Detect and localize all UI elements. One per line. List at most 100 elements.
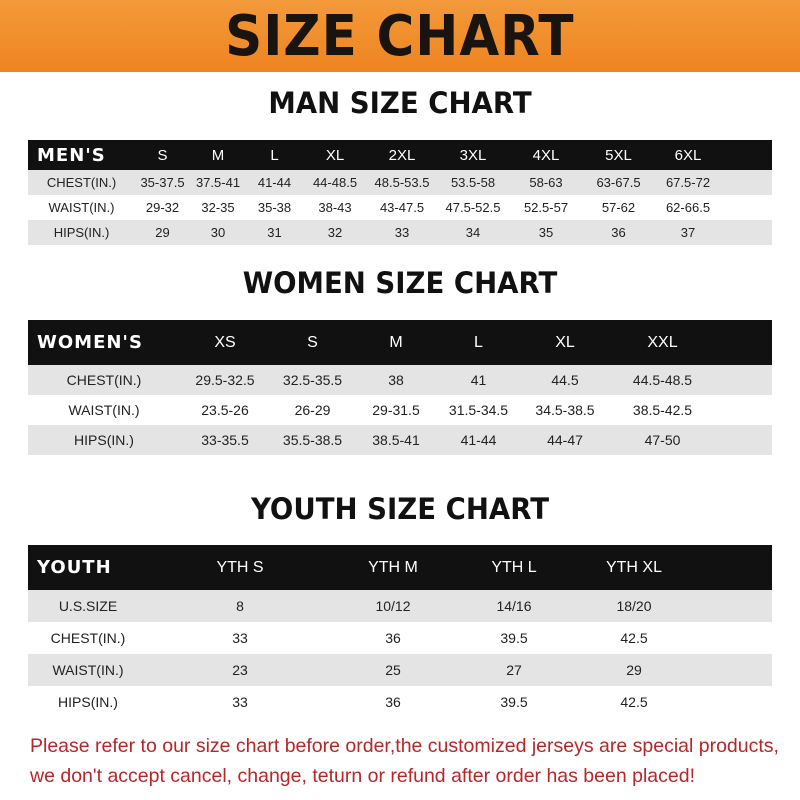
row-label: HIPS(IN.) xyxy=(53,225,110,240)
measurement-cell: 42.5 xyxy=(620,694,648,710)
row-label: CHEST(IN.) xyxy=(46,175,117,190)
measurement-cell: 41 xyxy=(470,372,487,388)
measurement-cell: 44-47 xyxy=(547,432,583,448)
size-column-header: L xyxy=(474,333,483,351)
youth-size-table: YOUTH YTH S YTH M YTH L YTH XL U.S.SIZE 8 10/12… xyxy=(28,545,772,718)
measurement-cell: 34.5-38.5 xyxy=(535,402,595,418)
row-label: WAIST(IN.) xyxy=(52,662,124,678)
measurement-cell: 52.5-57 xyxy=(523,200,569,215)
size-column-header: YTH S xyxy=(216,558,264,576)
men-chart-title: MAN SIZE CHART xyxy=(268,86,532,120)
size-column-header: M xyxy=(211,146,225,164)
measurement-cell: 25 xyxy=(385,662,401,678)
measurement-cell: 26-29 xyxy=(294,402,331,418)
measurement-cell: 32-35 xyxy=(201,200,235,215)
measurement-cell: 30 xyxy=(210,225,226,240)
row-label: U.S.SIZE xyxy=(58,598,118,614)
table-row: HIPS(IN.) 33-35.5 35.5-38.5 38.5-41 41-44 44-… xyxy=(28,425,772,455)
size-column-header: XL xyxy=(555,333,575,351)
measurement-cell: 39.5 xyxy=(500,694,528,710)
row-label: CHEST(IN.) xyxy=(50,630,126,646)
measurement-cell: 62-66.5 xyxy=(665,200,711,215)
size-column-header: YTH M xyxy=(368,558,418,576)
measurement-cell: 32.5-35.5 xyxy=(282,372,343,388)
measurement-cell: 23.5-26 xyxy=(201,402,249,418)
measurement-cell: 29-32 xyxy=(145,200,180,215)
size-column-header: 4XL xyxy=(532,146,560,164)
size-column-header: XS xyxy=(214,333,236,351)
size-column-header: M xyxy=(389,333,403,351)
women-chart-title: WOMEN SIZE CHART xyxy=(242,266,558,300)
measurement-cell: 35-37.5 xyxy=(140,175,185,190)
measurement-cell: 38-43 xyxy=(318,200,352,215)
measurement-cell: 47-50 xyxy=(644,432,681,448)
measurement-cell: 41-44 xyxy=(257,175,292,190)
measurement-cell: 44.5-48.5 xyxy=(632,372,693,388)
measurement-cell: 39.5 xyxy=(500,630,528,646)
measurement-cell: 33 xyxy=(232,630,248,646)
banner-title: SIZE CHART xyxy=(225,3,575,69)
size-column-header: YTH XL xyxy=(605,558,662,576)
table-header-row: YOUTH YTH S YTH M YTH L YTH XL xyxy=(28,545,772,590)
row-label: CHEST(IN.) xyxy=(66,372,142,388)
measurement-cell: 38 xyxy=(388,372,404,388)
measurement-cell: 31 xyxy=(267,225,282,240)
header-label: MEN'S xyxy=(37,144,106,166)
table-header-row: WOMEN'S XS S M L XL XXL xyxy=(28,320,772,365)
measurement-cell: 32 xyxy=(327,225,343,240)
size-column-header: XXL xyxy=(647,333,678,351)
notice-line-1: Please refer to our size chart before or… xyxy=(30,735,779,757)
size-column-header: YTH L xyxy=(491,558,537,576)
measurement-cell: 36 xyxy=(385,694,401,710)
size-column-header: S xyxy=(307,333,318,351)
size-column-header: 3XL xyxy=(459,146,487,164)
measurement-cell: 37 xyxy=(680,225,696,240)
measurement-cell: 33 xyxy=(394,225,410,240)
measurement-cell: 42.5 xyxy=(620,630,648,646)
measurement-cell: 10/12 xyxy=(375,598,411,614)
measurement-cell: 29.5-32.5 xyxy=(195,372,255,388)
measurement-cell: 27 xyxy=(506,662,522,678)
table-row: HIPS(IN.) 29 30 31 32 33 34 35 36 37 xyxy=(28,220,772,245)
measurement-cell: 44-48.5 xyxy=(312,175,358,190)
row-label: WAIST(IN.) xyxy=(48,200,115,215)
measurement-cell: 36 xyxy=(611,225,626,240)
measurement-cell: 41-44 xyxy=(460,432,497,448)
measurement-cell: 67.5-72 xyxy=(665,175,711,190)
women-size-table: WOMEN'S XS S M L XL XXL CHEST(IN.) 29.5-32.5 32.5… xyxy=(28,320,772,455)
row-label: HIPS(IN.) xyxy=(74,432,134,448)
row-label: HIPS(IN.) xyxy=(58,694,118,710)
measurement-cell: 33-35.5 xyxy=(201,432,249,448)
measurement-cell: 36 xyxy=(385,630,401,646)
measurement-cell: 38.5-42.5 xyxy=(632,402,693,418)
size-column-header: S xyxy=(157,146,168,164)
measurement-cell: 47.5-52.5 xyxy=(445,200,501,215)
table-header-row: MEN'S S M L XL 2XL 3XL 4XL 5XL 6XL xyxy=(28,140,772,170)
measurement-cell: 14/16 xyxy=(496,598,532,614)
size-column-header: 5XL xyxy=(605,146,632,164)
table-row: CHEST(IN.) 29.5-32.5 32.5-35.5 38 41 44.5 44.5… xyxy=(28,365,772,395)
header-label: WOMEN'S xyxy=(37,332,143,353)
size-column-header: L xyxy=(270,146,279,164)
measurement-cell: 8 xyxy=(236,598,244,614)
table-row: HIPS(IN.) 33 36 39.5 42.5 xyxy=(28,686,772,718)
measurement-cell: 23 xyxy=(232,662,248,678)
measurement-cell: 29 xyxy=(626,662,642,678)
size-column-header: 6XL xyxy=(674,146,702,164)
measurement-cell: 48.5-53.5 xyxy=(374,175,430,190)
measurement-cell: 35 xyxy=(538,225,554,240)
table-row: WAIST(IN.) 23.5-26 26-29 29-31.5 31.5-34.5 34… xyxy=(28,395,772,425)
notice-line-2: we don't accept cancel, change, teturn o… xyxy=(30,765,695,787)
size-chart-banner: SIZE CHART xyxy=(0,0,800,72)
measurement-cell: 44.5 xyxy=(551,372,579,388)
measurement-cell: 34 xyxy=(465,225,481,240)
table-row: WAIST(IN.) 29-32 32-35 35-38 38-43 43-47.5 47.… xyxy=(28,195,772,220)
measurement-cell: 37.5-41 xyxy=(195,175,241,190)
table-row: WAIST(IN.) 23 25 27 29 xyxy=(28,654,772,686)
measurement-cell: 57-62 xyxy=(601,200,636,215)
table-row: CHEST(IN.) 33 36 39.5 42.5 xyxy=(28,622,772,654)
table-row: U.S.SIZE 8 10/12 14/16 18/20 xyxy=(28,590,772,622)
size-column-header: XL xyxy=(325,146,345,164)
measurement-cell: 58-63 xyxy=(529,175,563,190)
measurement-cell: 31.5-34.5 xyxy=(448,402,509,418)
